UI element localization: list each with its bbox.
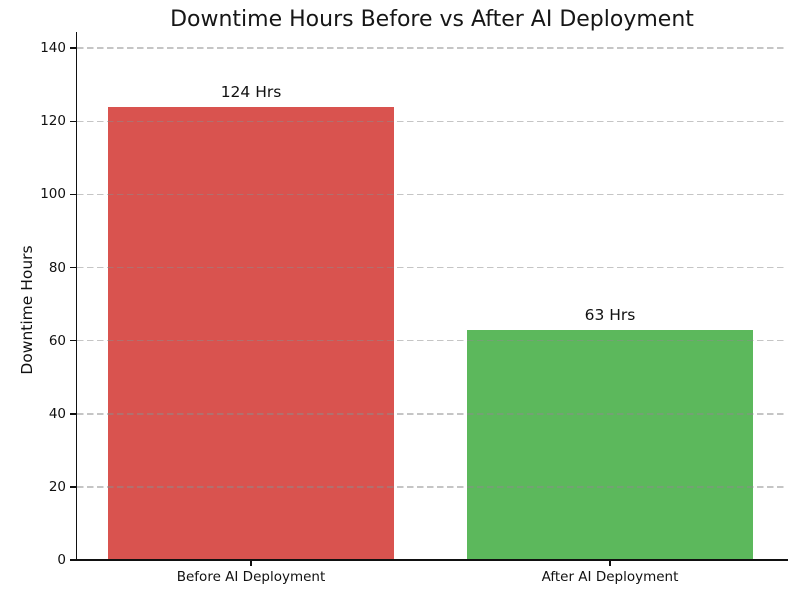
bar-value-label-0: 124 Hrs: [220, 82, 282, 101]
gridline-60: [77, 339, 787, 342]
x-tick-mark-1: [609, 561, 611, 566]
y-tick-label-40: 40: [48, 405, 66, 422]
gridline-40: [77, 413, 787, 415]
y-tick-label-0: 0: [57, 552, 66, 568]
y-axis-spine: [75, 32, 78, 561]
y-tick-mark-20: [70, 486, 76, 488]
x-tick-label-1: After AI Deployment: [541, 569, 679, 585]
gridline-120: [77, 120, 787, 123]
gridline-20: [77, 486, 787, 488]
y-tick-mark-120: [70, 120, 76, 123]
y-tick-mark-140: [70, 47, 76, 49]
bar-1: [467, 329, 753, 560]
y-tick-mark-60: [70, 339, 76, 342]
y-tick-mark-0: [70, 559, 76, 561]
y-tick-label-120: 120: [40, 113, 66, 130]
y-tick-label-60: 60: [48, 332, 66, 349]
x-axis-spine: [75, 559, 788, 562]
y-tick-mark-80: [70, 266, 76, 269]
y-tick-label-100: 100: [40, 186, 66, 203]
x-tick-mark-0: [250, 561, 252, 566]
bar-value-label-1: 63 Hrs: [584, 305, 636, 324]
gridline-80: [77, 266, 787, 269]
gridline-100: [77, 193, 787, 196]
bar-0: [108, 106, 394, 560]
y-tick-mark-100: [70, 193, 76, 196]
y-tick-mark-40: [70, 412, 76, 415]
gridline-140: [77, 47, 787, 49]
y-tick-label-140: 140: [40, 40, 66, 57]
x-tick-label-0: Before AI Deployment: [176, 569, 326, 585]
chart-title: Downtime Hours Before vs After AI Deploy…: [170, 7, 694, 32]
y-tick-label-80: 80: [48, 259, 66, 276]
y-tick-label-20: 20: [48, 478, 66, 495]
